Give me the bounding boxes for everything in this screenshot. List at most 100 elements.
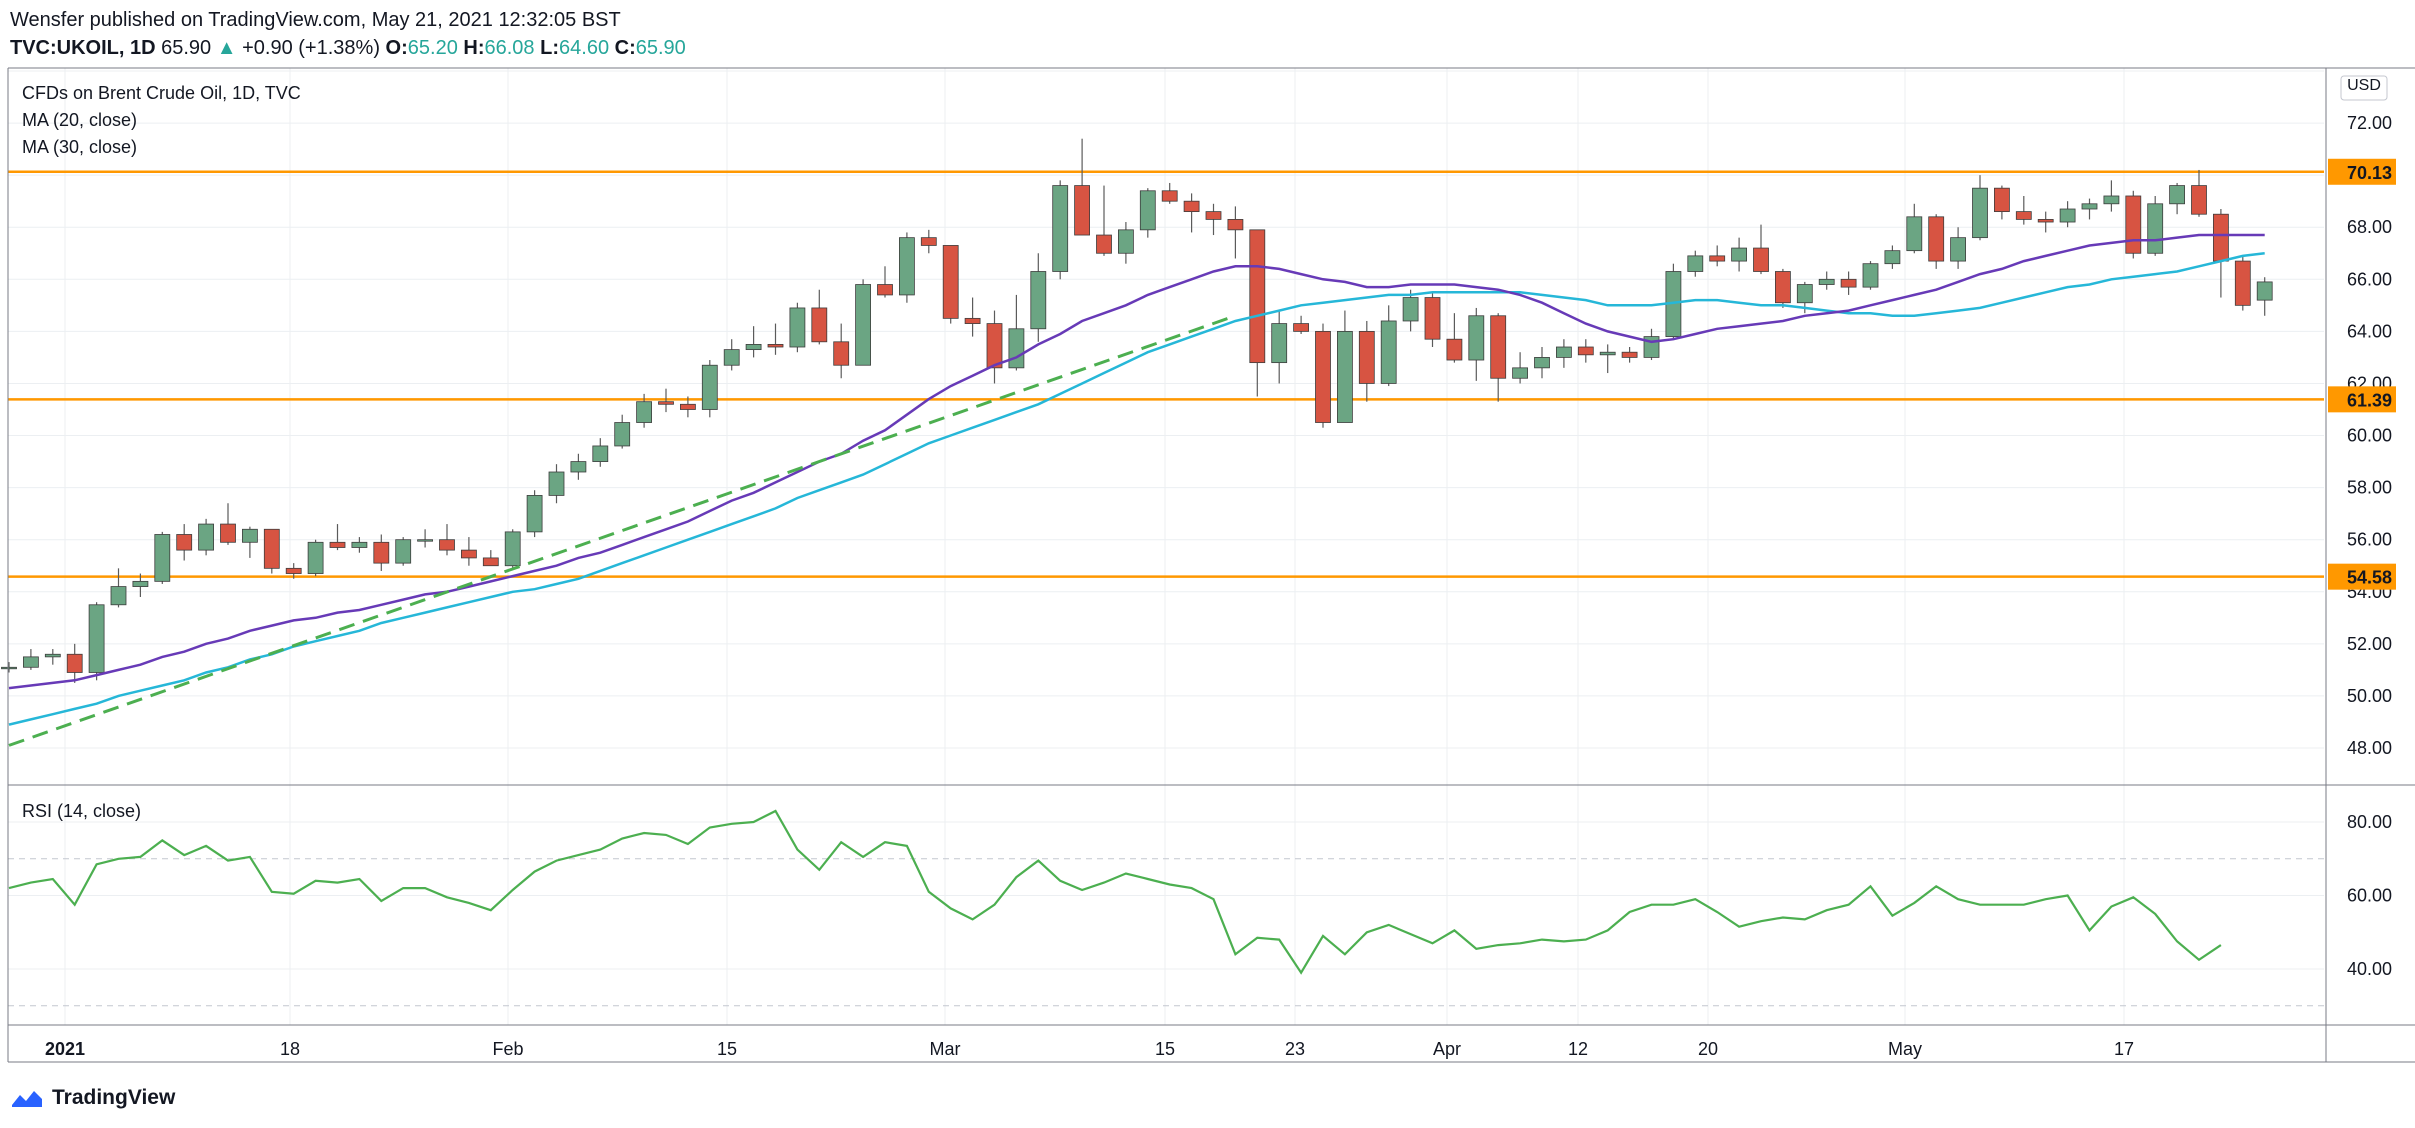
candle-body bbox=[2015, 211, 2032, 220]
candle-body bbox=[110, 586, 127, 606]
candlesticks bbox=[1, 138, 2273, 683]
price-tick-label: 56.00 bbox=[2347, 530, 2392, 550]
close-label: C: bbox=[614, 37, 636, 59]
date-tick-label: 15 bbox=[1155, 1039, 1175, 1059]
candle-body bbox=[263, 528, 280, 569]
price-tick-label: 66.00 bbox=[2347, 269, 2392, 289]
rsi-tick-label: 80.00 bbox=[2347, 812, 2392, 832]
candle-body bbox=[1972, 187, 1988, 239]
candle-body bbox=[2169, 185, 2186, 205]
candle-body bbox=[417, 539, 434, 542]
candle-body bbox=[1183, 200, 1200, 213]
rsi-legend: RSI (14, close) bbox=[22, 801, 141, 821]
candle-body bbox=[1074, 185, 1090, 236]
date-tick-label: Apr bbox=[1433, 1039, 1461, 1059]
level-price-tag bbox=[2328, 386, 2396, 413]
up-arrow-icon: ▲ bbox=[216, 37, 237, 59]
rsi-tick-label: 40.00 bbox=[2347, 959, 2392, 979]
candle-body bbox=[1402, 297, 1419, 322]
horizontal-levels bbox=[8, 170, 2324, 578]
candle-body bbox=[1687, 255, 1704, 272]
header: Wensfer published on TradingView.com, Ma… bbox=[10, 6, 686, 62]
candle-body bbox=[1796, 284, 1813, 304]
pane-frame bbox=[7, 67, 2415, 1063]
candle-body bbox=[1118, 229, 1134, 254]
candle-body bbox=[636, 401, 652, 423]
candle-body bbox=[548, 471, 565, 496]
candle-body bbox=[2059, 208, 2076, 223]
low-label: L: bbox=[540, 37, 560, 59]
candle-body bbox=[1862, 263, 1879, 288]
candle-body bbox=[2037, 219, 2054, 223]
symbol: TVC:UKOIL, 1D bbox=[10, 37, 156, 59]
open-label: O: bbox=[385, 37, 408, 59]
close-value: 65.90 bbox=[635, 37, 686, 59]
candle-body bbox=[1052, 185, 1069, 272]
level-price-label: 61.39 bbox=[2347, 390, 2392, 410]
candle-body bbox=[2125, 195, 2142, 254]
candle-body bbox=[2212, 213, 2229, 262]
candle-body bbox=[2256, 281, 2273, 301]
level-price-tag bbox=[2328, 563, 2396, 590]
candle-body bbox=[526, 495, 543, 533]
date-tick-label: 17 bbox=[2114, 1039, 2134, 1059]
candle-body bbox=[66, 653, 83, 673]
candle-body bbox=[285, 567, 302, 574]
candle-body bbox=[2191, 185, 2207, 215]
axes: 48.0050.0052.0054.0056.0058.0060.0062.00… bbox=[45, 75, 2396, 1059]
high-value: 66.08 bbox=[484, 37, 535, 59]
candle-body bbox=[307, 541, 324, 574]
candle-body bbox=[1358, 330, 1375, 384]
candle-body bbox=[1731, 247, 1747, 262]
low-value: 64.60 bbox=[559, 37, 610, 59]
candle-body bbox=[1161, 190, 1178, 202]
grid-lines bbox=[8, 68, 2324, 1025]
candle-body bbox=[1818, 278, 1835, 285]
candle-body bbox=[1096, 234, 1112, 254]
candle-body bbox=[1490, 315, 1507, 379]
candle-body bbox=[460, 549, 477, 559]
ma20-line bbox=[8, 233, 2265, 690]
currency-box bbox=[2340, 75, 2388, 101]
candle-body bbox=[680, 403, 696, 410]
candle-body bbox=[855, 284, 871, 366]
open-value: 65.20 bbox=[407, 37, 458, 59]
rsi-line bbox=[8, 809, 2222, 975]
candle-body bbox=[220, 523, 236, 543]
candle-body bbox=[1008, 328, 1025, 369]
level-price-tag bbox=[2328, 158, 2396, 185]
price-tick-label: 64.00 bbox=[2347, 321, 2392, 341]
candle-body bbox=[1775, 271, 1791, 304]
candle-body bbox=[132, 580, 149, 587]
candle-body bbox=[2081, 203, 2098, 210]
price-tick-label: 72.00 bbox=[2347, 113, 2392, 133]
candle-body bbox=[964, 317, 981, 324]
candle-body bbox=[44, 653, 61, 658]
candle-body bbox=[1950, 237, 1966, 262]
candle-body bbox=[439, 539, 455, 551]
candle-body bbox=[1139, 190, 1156, 231]
currency-label: USD bbox=[2347, 77, 2381, 94]
footer: TradingView bbox=[10, 1086, 175, 1110]
candle-body bbox=[504, 531, 521, 567]
candle-body bbox=[2234, 260, 2251, 306]
footer-brand: TradingView bbox=[52, 1086, 176, 1109]
candle-body bbox=[1227, 219, 1244, 231]
candle-body bbox=[198, 523, 215, 551]
candle-body bbox=[920, 237, 937, 246]
candle-body bbox=[482, 557, 499, 567]
candle-body bbox=[1424, 297, 1441, 340]
date-tick-label: 18 bbox=[280, 1039, 300, 1059]
change: +0.90 (+1.38%) bbox=[242, 37, 380, 59]
candle-body bbox=[1577, 346, 1594, 356]
date-tick-label: 23 bbox=[1285, 1039, 1305, 1059]
candle-body bbox=[942, 245, 959, 319]
candle-body bbox=[1884, 250, 1901, 265]
candle-body bbox=[2147, 203, 2164, 254]
candle-body bbox=[899, 237, 915, 296]
candle-body bbox=[176, 534, 193, 551]
candle-body bbox=[877, 284, 893, 296]
candle-body bbox=[395, 539, 412, 564]
price-tick-label: 68.00 bbox=[2347, 217, 2392, 237]
